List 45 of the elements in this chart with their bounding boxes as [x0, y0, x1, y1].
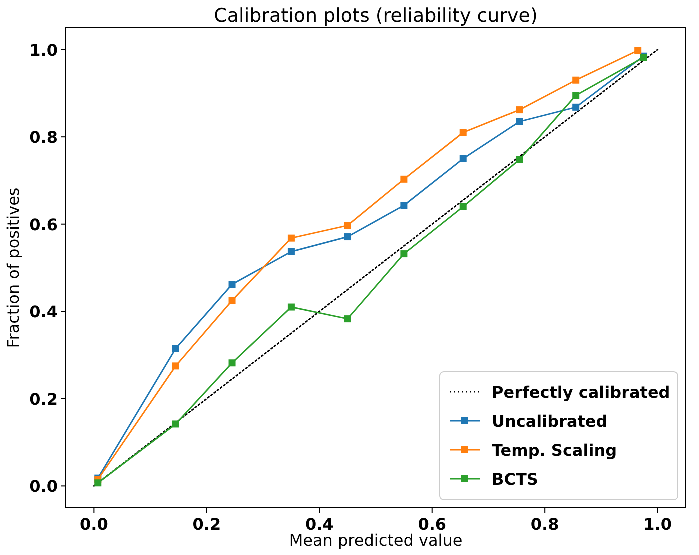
point [344, 316, 352, 323]
point [344, 234, 352, 241]
y-tick-label: 0.6 [30, 215, 58, 234]
point [288, 234, 295, 242]
point [572, 104, 580, 111]
point [344, 222, 352, 230]
y-tick-label: 0.2 [30, 390, 58, 409]
point [172, 362, 180, 370]
point [516, 106, 524, 114]
legend-label: Perfectly calibrated [492, 383, 670, 402]
point [288, 304, 295, 311]
x-tick-label: 0.0 [80, 515, 108, 534]
point [516, 118, 524, 126]
point [572, 92, 580, 100]
point [634, 47, 642, 54]
point [172, 345, 180, 352]
y-tick-label: 0.4 [30, 302, 58, 322]
point [228, 281, 236, 288]
point [460, 203, 467, 210]
point [228, 297, 236, 304]
point [400, 176, 408, 183]
y-tick-label: 1.0 [30, 40, 58, 60]
legend-label: BCTS [492, 470, 538, 489]
x-tick-label: 0.6 [418, 515, 447, 534]
y-tick-label: 0.0 [30, 477, 58, 496]
point [460, 155, 467, 162]
point [228, 360, 236, 367]
point [172, 420, 180, 428]
x-tick-label: 0.2 [192, 515, 222, 534]
legend-label: Uncalibrated [492, 412, 608, 431]
point [460, 129, 467, 136]
y-tick-label: 0.8 [30, 128, 58, 148]
point [94, 480, 102, 487]
y-axis-title: Fraction of positives [4, 188, 23, 348]
point [288, 248, 295, 256]
point [400, 250, 408, 258]
x-tick-label: 1.0 [644, 515, 672, 534]
x-tick-label: 0.8 [530, 515, 560, 534]
x-tick-label: 0.4 [305, 515, 334, 534]
point [572, 76, 580, 84]
point [516, 156, 524, 164]
point [400, 202, 408, 210]
legend-label: Temp. Scaling [492, 441, 618, 460]
chart-title: Calibration plots (reliability curve) [214, 5, 538, 27]
x-axis-title: Mean predicted value [289, 531, 463, 550]
